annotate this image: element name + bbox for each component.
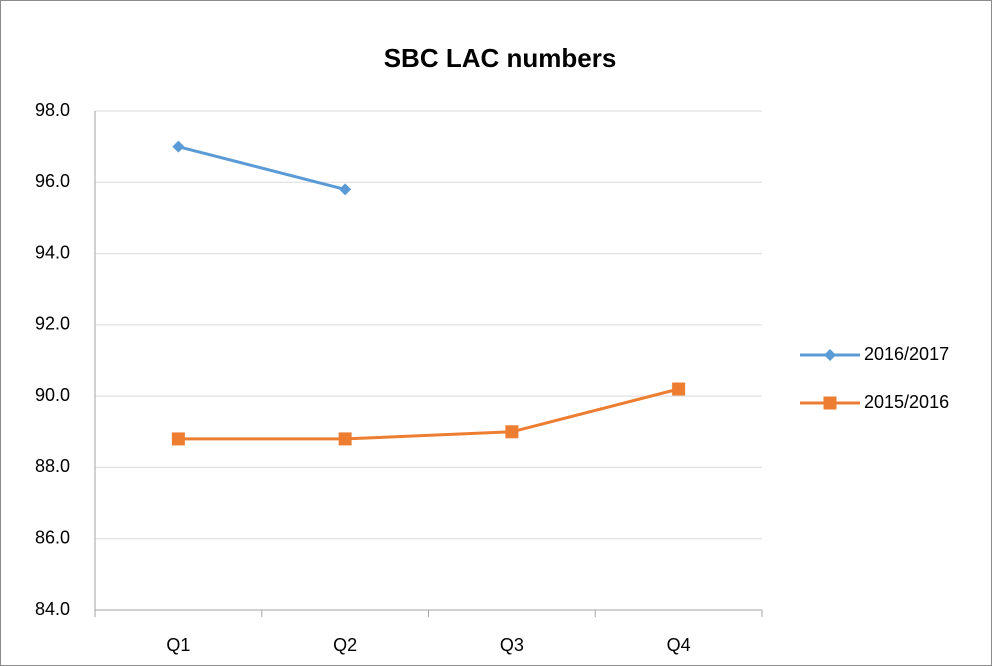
- chart-title: SBC LAC numbers: [384, 43, 617, 73]
- y-tick-label: 94.0: [35, 242, 70, 262]
- legend-label: 2015/2016: [864, 392, 949, 412]
- y-tick-label: 84.0: [35, 599, 70, 619]
- legend-label: 2016/2017: [864, 344, 949, 364]
- series-line: [178, 387, 679, 441]
- series-marker: [172, 140, 185, 153]
- y-tick-label: 90.0: [35, 385, 70, 405]
- series-marker: [672, 382, 686, 396]
- y-tick-label: 98.0: [35, 100, 70, 120]
- legend-marker: [824, 349, 836, 361]
- series-marker: [505, 425, 519, 439]
- series-marker: [339, 183, 352, 196]
- y-tick-label: 88.0: [35, 456, 70, 476]
- legend-marker: [823, 396, 837, 410]
- series-line: [178, 145, 346, 191]
- y-tick-label: 86.0: [35, 527, 70, 547]
- series-marker: [338, 432, 352, 446]
- x-tick-label: Q3: [500, 635, 524, 655]
- x-tick-label: Q1: [166, 635, 190, 655]
- y-tick-label: 96.0: [35, 171, 70, 191]
- x-tick-label: Q2: [333, 635, 357, 655]
- y-tick-label: 92.0: [35, 314, 70, 334]
- series-marker: [171, 432, 185, 446]
- x-tick-label: Q4: [667, 635, 691, 655]
